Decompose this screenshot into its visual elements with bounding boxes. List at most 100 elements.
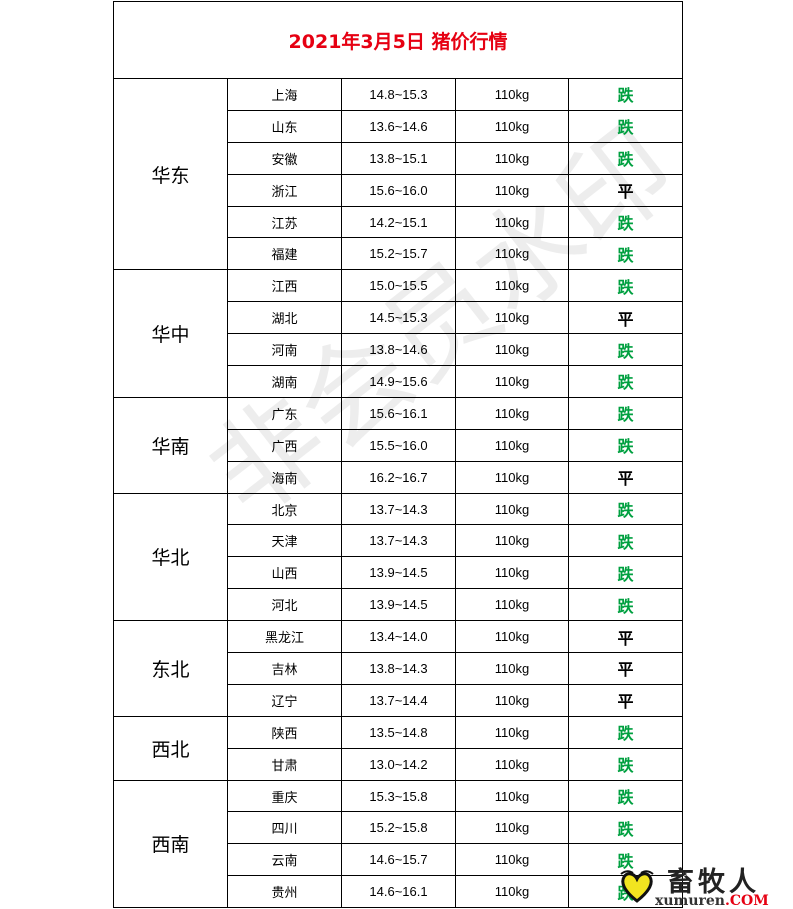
table-row: 西北 陕西 13.5~14.8 110kg 跌 xyxy=(113,715,684,781)
logo-domain: xumuren.COM xyxy=(655,893,769,909)
trend-cell: 平 xyxy=(567,173,684,207)
price-cell: 14.5~15.3 xyxy=(341,301,456,335)
trend-cell: 跌 xyxy=(567,269,684,303)
weight-cell: 110kg xyxy=(455,269,569,303)
weight-cell: 110kg xyxy=(455,779,569,813)
trend-cell: 跌 xyxy=(567,492,684,526)
table-row: 贵州 14.6~16.1 110kg 跌 xyxy=(114,875,684,909)
trend-cell: 平 xyxy=(567,460,684,494)
region-cell: 西北 xyxy=(113,715,228,781)
weight-cell: 110kg xyxy=(455,811,569,845)
province-cell: 广东 xyxy=(227,396,342,430)
province-cell: 浙江 xyxy=(227,173,342,207)
price-cell: 13.7~14.3 xyxy=(341,524,456,558)
price-cell: 13.5~14.8 xyxy=(341,715,456,749)
table-row: 福建 15.2~15.7 110kg 跌 xyxy=(114,237,684,271)
weight-cell: 110kg xyxy=(455,78,569,111)
trend-cell: 跌 xyxy=(567,811,684,845)
weight-cell: 110kg xyxy=(455,588,569,622)
weight-cell: 110kg xyxy=(455,620,569,654)
weight-cell: 110kg xyxy=(455,524,569,558)
table-title: 2021年3月5日 猪价行情 xyxy=(112,1,684,79)
weight-cell: 110kg xyxy=(455,556,569,590)
price-cell: 15.2~15.7 xyxy=(341,237,456,271)
weight-cell: 110kg xyxy=(455,492,569,526)
price-cell: 13.0~14.2 xyxy=(341,747,456,781)
trend-cell: 跌 xyxy=(567,747,684,781)
table-row: 东北 黑龙江 13.4~14.0 110kg 平 xyxy=(113,620,684,717)
table-row: 华南 广东 15.6~16.1 110kg 跌 xyxy=(113,396,684,494)
price-cell: 13.8~15.1 xyxy=(341,141,456,175)
price-cell: 15.6~16.1 xyxy=(341,396,456,430)
price-cell: 16.2~16.7 xyxy=(341,460,456,494)
table-row: 河北 13.9~14.5 110kg 跌 xyxy=(114,588,684,622)
weight-cell: 110kg xyxy=(455,396,569,430)
price-cell: 14.6~16.1 xyxy=(341,875,456,909)
province-cell: 江苏 xyxy=(227,205,342,239)
trend-cell: 跌 xyxy=(567,109,684,143)
province-cell: 安徽 xyxy=(227,141,342,175)
region-cell: 华东 xyxy=(113,77,228,271)
weight-cell: 110kg xyxy=(455,715,569,749)
province-cell: 天津 xyxy=(227,524,342,558)
trend-cell: 跌 xyxy=(567,556,684,590)
price-cell: 14.8~15.3 xyxy=(341,78,456,111)
region-cell: 华北 xyxy=(113,492,228,622)
table-row: 山东 13.6~14.6 110kg 跌 xyxy=(114,109,684,143)
weight-cell: 110kg xyxy=(455,683,569,717)
table-row: 华北 北京 13.7~14.3 110kg 跌 xyxy=(113,492,684,622)
price-cell: 14.9~15.6 xyxy=(341,365,456,398)
weight-cell: 110kg xyxy=(455,333,569,367)
weight-cell: 110kg xyxy=(455,460,569,494)
table-row: 江苏 14.2~15.1 110kg 跌 xyxy=(114,205,684,239)
region-cell: 华南 xyxy=(113,396,228,494)
weight-cell: 110kg xyxy=(455,875,569,909)
province-cell: 河南 xyxy=(227,333,342,367)
trend-cell: 跌 xyxy=(567,524,684,558)
price-cell: 13.8~14.3 xyxy=(341,652,456,685)
province-cell: 山东 xyxy=(227,109,342,143)
province-cell: 贵州 xyxy=(227,875,342,909)
price-cell: 13.9~14.5 xyxy=(341,588,456,622)
price-cell: 15.3~15.8 xyxy=(341,779,456,813)
province-cell: 北京 xyxy=(227,492,342,526)
weight-cell: 110kg xyxy=(455,205,569,239)
region-cell: 东北 xyxy=(113,620,228,717)
trend-cell: 平 xyxy=(567,652,684,685)
trend-cell: 跌 xyxy=(567,78,684,111)
table-row: 西南 重庆 15.3~15.8 110kg 跌 xyxy=(113,779,684,909)
trend-cell: 平 xyxy=(567,620,684,654)
province-cell: 福建 xyxy=(227,237,342,271)
logo-name: 畜牧人 xyxy=(667,867,760,898)
pig-price-table: 2021年3月5日 猪价行情 华东 上海 14.8~15.3 110kg 跌山东 13.6… xyxy=(112,1,684,909)
province-cell: 广西 xyxy=(227,428,342,462)
price-cell: 13.6~14.6 xyxy=(341,109,456,143)
province-cell: 河北 xyxy=(227,588,342,622)
trend-cell: 跌 xyxy=(567,141,684,175)
region-cell: 西南 xyxy=(113,779,228,909)
table-row: 湖北 14.5~15.3 110kg 平 xyxy=(114,301,684,335)
trend-cell: 跌 xyxy=(567,237,684,271)
province-cell: 甘肃 xyxy=(227,747,342,781)
province-cell: 陕西 xyxy=(227,715,342,749)
table-row: 甘肃 13.0~14.2 110kg 跌 xyxy=(114,747,684,781)
price-cell: 15.6~16.0 xyxy=(341,173,456,207)
table-row: 辽宁 13.7~14.4 110kg 平 xyxy=(114,683,684,717)
table-row: 华东 上海 14.8~15.3 110kg 跌 xyxy=(113,77,684,271)
weight-cell: 110kg xyxy=(455,173,569,207)
heart-logo-icon xyxy=(620,870,654,903)
trend-cell: 跌 xyxy=(567,428,684,462)
trend-cell: 跌 xyxy=(567,715,684,749)
table-row: 河南 13.8~14.6 110kg 跌 xyxy=(114,333,684,367)
province-cell: 海南 xyxy=(227,460,342,494)
trend-cell: 跌 xyxy=(567,333,684,367)
price-cell: 15.2~15.8 xyxy=(341,811,456,845)
weight-cell: 110kg xyxy=(455,428,569,462)
region-cell: 华中 xyxy=(113,269,228,398)
province-cell: 湖北 xyxy=(227,301,342,335)
table-row: 吉林 13.8~14.3 110kg 平 xyxy=(114,652,684,685)
price-cell: 15.5~16.0 xyxy=(341,428,456,462)
province-cell: 湖南 xyxy=(227,365,342,398)
province-cell: 山西 xyxy=(227,556,342,590)
price-cell: 13.7~14.3 xyxy=(341,492,456,526)
